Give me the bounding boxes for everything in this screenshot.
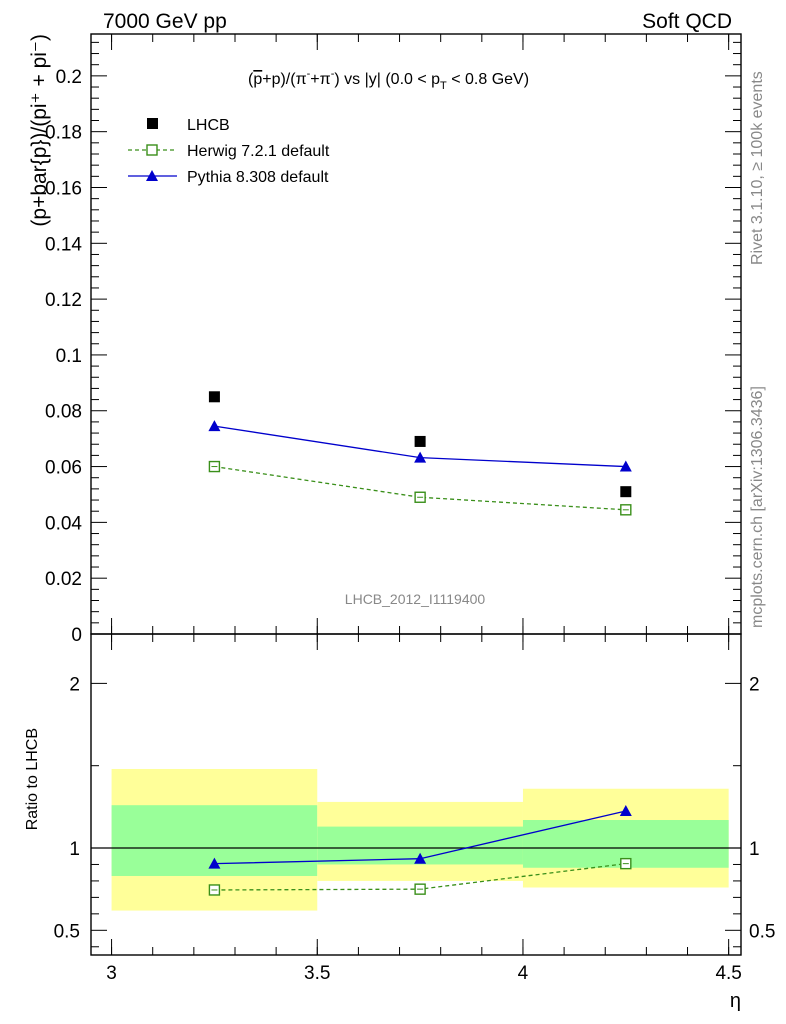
ratio-ytick-label: 2	[69, 674, 80, 695]
ratio-ytick-label-right: 0.5	[749, 921, 775, 942]
analysis-watermark: LHCB_2012_I1119400	[345, 591, 486, 607]
rivet-label: Rivet 3.1.10, ≥ 100k events	[749, 71, 766, 265]
ratio-plot: 3 3.5 4 4.5 0.5 0.5 1 1 2 2	[54, 633, 775, 984]
legend-pythia-marker	[146, 170, 158, 181]
main-ytick-label: 0.2	[56, 67, 82, 88]
xtick-label: 4	[518, 963, 529, 984]
ratio-ytick-label-right: 1	[749, 839, 760, 860]
ratio-ylabel: Ratio to LHCB	[24, 728, 41, 830]
pythia-point	[208, 420, 221, 432]
legend: LHCB Herwig 7.2.1 default Pythia 8.308 d…	[128, 117, 330, 186]
mcplots-label: mcplots.cern.ch [arXiv:1306.3436]	[749, 386, 766, 628]
legend-lhcb-marker	[147, 118, 158, 129]
main-ytick-label: 0.06	[45, 458, 82, 479]
ratio-frame	[90, 633, 742, 956]
legend-herwig-label: Herwig 7.2.1 default	[187, 143, 330, 160]
lhcb-point	[414, 435, 426, 447]
header-right: Soft QCD	[642, 10, 732, 33]
pythia-point	[414, 451, 427, 463]
main-ytick-label: 0.16	[45, 178, 82, 199]
main-ytick-label: 0.18	[45, 123, 82, 144]
main-ytick-label: 0.08	[45, 402, 82, 423]
herwig-line	[214, 465, 626, 511]
legend-pythia-label: Pythia 8.308 default	[187, 169, 329, 186]
ratio-pythia-point	[619, 804, 632, 816]
ratio-ytick-label: 0.5	[54, 921, 80, 942]
main-ylabel: (p+bar{p})/(pi⁺ + pi⁻)	[28, 34, 51, 227]
ratio-ytick-label: 1	[69, 839, 80, 860]
main-ytick-label: 0.1	[56, 346, 82, 367]
main-ytick-label: 0.12	[45, 290, 82, 311]
main-ytick-label: 0	[71, 625, 82, 646]
ratio-pythia-point	[208, 857, 221, 869]
plot-title: (p+p)/(π-+π-) vs |y| (0.0 < pT < 0.8 GeV…	[248, 68, 529, 92]
ratio-ytick-label-right: 2	[749, 674, 760, 695]
main-ytick-label: 0.02	[45, 569, 82, 590]
pythia-point	[619, 460, 632, 472]
xtick-label: 3	[106, 963, 117, 984]
xtick-label: 3.5	[304, 963, 330, 984]
main-ytick-label: 0.04	[45, 513, 82, 534]
header-left: 7000 GeV pp	[103, 10, 227, 33]
x-axis-label: η	[730, 990, 741, 1012]
xtick-label: 4.5	[715, 963, 741, 984]
main-ytick-label: 0.14	[45, 234, 82, 255]
lhcb-point	[208, 391, 220, 403]
lhcb-point	[620, 486, 632, 498]
legend-lhcb-label: LHCB	[187, 117, 230, 134]
ratio-pythia-point	[414, 852, 427, 864]
legend-herwig-marker	[146, 144, 158, 156]
